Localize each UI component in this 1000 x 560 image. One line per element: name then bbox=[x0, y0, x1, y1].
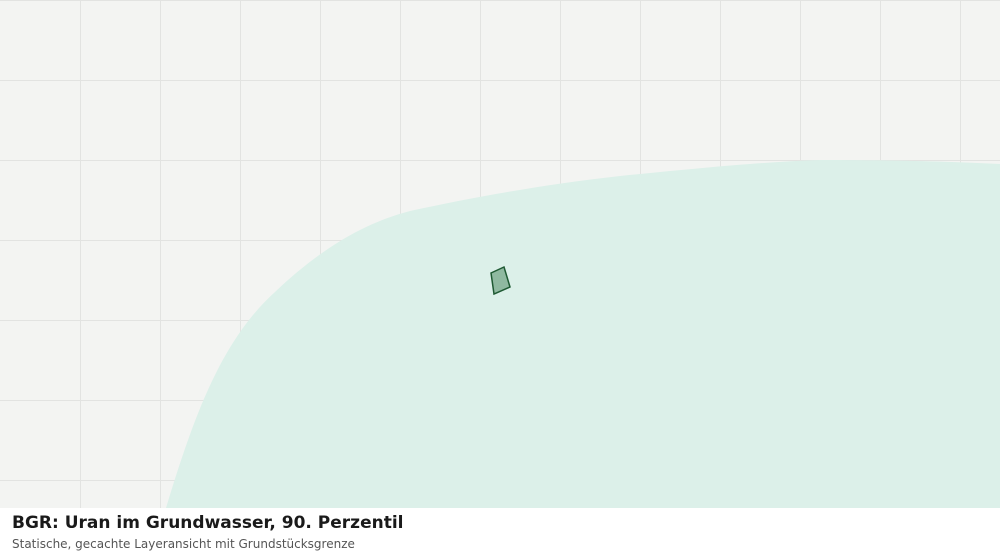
map bbox=[0, 0, 1000, 508]
caption-title: BGR: Uran im Grundwasser, 90. Perzentil bbox=[12, 513, 404, 533]
caption-subtitle: Statische, gecachte Layeransicht mit Gru… bbox=[12, 537, 355, 551]
uranium-area bbox=[166, 160, 1000, 508]
parcel-boundary bbox=[490, 265, 511, 296]
